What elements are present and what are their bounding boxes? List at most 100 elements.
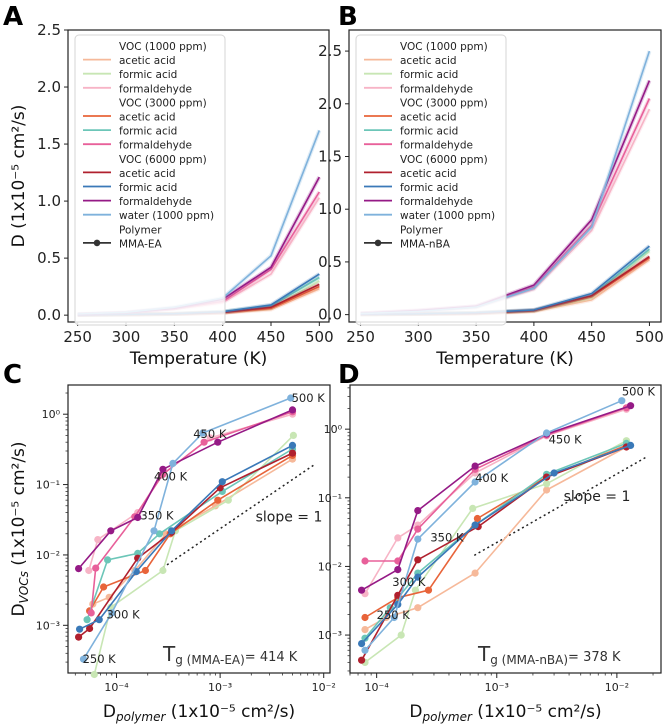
x-axis-label: Temperature (K) [435, 349, 574, 369]
x-tick-label: 300 [404, 328, 433, 346]
data-point-formic_6000 [95, 616, 103, 624]
x-tick-label: 10⁻² [312, 681, 336, 694]
series-line-water_1000 [364, 399, 623, 651]
x-tick-label: 10⁻³ [208, 681, 232, 694]
y-tick-label: 1.5 [318, 147, 342, 165]
data-point-formic_1000 [107, 603, 115, 611]
legend-group-title: VOC (1000 ppm) [119, 41, 207, 53]
data-point-acetic_3000 [141, 566, 149, 575]
temperature-label: 500 K [622, 384, 656, 398]
legend-item-label: acetic acid [119, 112, 176, 124]
data-point-formic_1000 [397, 631, 405, 639]
temperature-label: 450 K [549, 432, 583, 446]
legend-item-label: acetic acid [400, 112, 457, 124]
temperature-label: 350 K [430, 531, 464, 545]
legend-item-label: formaldehyde [400, 83, 473, 95]
series-line-acetic_3000 [88, 454, 293, 612]
series-line-formic_1000 [364, 439, 627, 664]
data-point-formaldehyde_6000 [627, 402, 635, 410]
x-tick-label: 10⁻⁴ [365, 681, 390, 694]
data-point-acetic_1000 [361, 626, 369, 634]
data-point-formaldehyde_6000 [414, 507, 422, 515]
data-point-formic_3000 [155, 530, 164, 538]
series-line-formic_6000 [79, 444, 293, 630]
data-point-formic_6000 [168, 527, 176, 535]
y-tick-label: 10⁻² [36, 549, 60, 562]
legend-polymer-label: MMA-nBA [400, 238, 451, 250]
x-axis-label-main: D [103, 702, 116, 722]
data-point-formaldehyde_6000 [471, 462, 479, 470]
legend-group-title: VOC (3000 ppm) [400, 97, 488, 109]
series-line-formic_3000 [86, 448, 293, 620]
data-point-formaldehyde_6000 [288, 406, 297, 414]
y-axis-label: D (1x10⁻⁵ cm²/s) [9, 105, 29, 248]
data-point-acetic_3000 [214, 496, 222, 504]
data-point-formic_3000 [83, 616, 91, 624]
data-point-formic_1000 [289, 431, 297, 439]
series-line-formaldehyde_1000 [88, 413, 293, 571]
y-tick-label: 10⁰ [324, 423, 343, 436]
series-line-acetic_6000 [360, 446, 627, 661]
data-point-formaldehyde_6000 [107, 527, 115, 535]
x-axis-label-main: D [409, 702, 422, 722]
data-point-formaldehyde_1000 [85, 566, 93, 575]
series-line-formaldehyde_6000 [361, 404, 631, 591]
data-point-formic_6000 [76, 625, 84, 633]
legend-box [355, 34, 507, 326]
data-point-formaldehyde_3000 [200, 438, 208, 446]
temperature-label: 400 K [475, 471, 509, 485]
x-tick-label: 10⁻³ [485, 681, 509, 694]
legend-item-label: formic acid [119, 182, 177, 194]
x-tick-label: 500 [635, 328, 664, 346]
y-axis-label-main: D [9, 603, 29, 616]
data-point-acetic_6000 [288, 449, 297, 457]
tg-symbol: T [162, 642, 176, 666]
data-point-acetic_6000 [75, 633, 83, 641]
legend-polymer-label: MMA-EA [119, 238, 162, 250]
legend-item-label: formic acid [119, 126, 177, 138]
legend-group-title: VOC (3000 ppm) [119, 97, 207, 109]
x-tick-label: 450 [577, 328, 606, 346]
temperature-label: 250 K [377, 608, 411, 622]
data-point-formaldehyde_3000 [92, 564, 100, 572]
data-point-acetic_6000 [358, 656, 366, 664]
data-point-water_1000 [199, 429, 207, 437]
data-point-formic_6000 [471, 521, 479, 529]
data-point-formic_3000 [104, 556, 112, 564]
data-point-water_1000 [618, 397, 626, 405]
panel-letter-d: D [338, 360, 360, 390]
y-tick-label: 10⁻³ [318, 629, 342, 642]
x-tick-label: 500 [305, 328, 334, 346]
y-tick-label: 1.0 [37, 192, 61, 210]
series-line-formic_1000 [93, 434, 294, 675]
series-line-formaldehyde_6000 [77, 409, 293, 570]
x-tick-label: 10⁻² [605, 681, 629, 694]
legend-item-label: acetic acid [119, 55, 176, 67]
data-point-acetic_3000 [361, 613, 369, 622]
y-tick-label: 2.5 [37, 21, 61, 39]
plot-frame [67, 384, 331, 674]
temperature-label: 300 K [392, 575, 426, 589]
data-point-formaldehyde_3000 [87, 609, 95, 617]
tg-annotation: Tg (MMA-EA)= 414 K [162, 642, 298, 667]
data-point-water_1000 [361, 646, 369, 654]
legend-item-label: formic acid [400, 126, 458, 138]
panel-a-temperature-chart: 250 300 350 400 450 500 0.0 0.5 1.0 1.5 2.0 2.5 Temp… [9, 21, 334, 369]
x-tick-label: 250 [346, 328, 375, 346]
temperature-label: 450 K [193, 427, 227, 441]
legend-item-label: formic acid [400, 182, 458, 194]
data-point-formic_3000 [361, 634, 369, 642]
y-tick-label: 10⁰ [42, 408, 61, 421]
x-axis-label-rest: (1x10⁻⁵ cm²/s) [165, 702, 295, 722]
legend-item-label: acetic acid [400, 55, 457, 67]
x-tick-label: 400 [520, 328, 549, 346]
x-tick-label: 450 [257, 328, 286, 346]
data-point-formaldehyde_1000 [94, 536, 102, 544]
data-point-acetic_6000 [86, 624, 94, 633]
data-point-formic_6000 [550, 469, 558, 477]
temperature-label: 350 K [140, 508, 174, 522]
x-axis-label-sub: polymer [422, 710, 473, 724]
y-tick-label: 10⁻² [318, 560, 342, 573]
panel-letter-c: C [3, 360, 22, 390]
x-tick-label: 250 [63, 328, 92, 346]
